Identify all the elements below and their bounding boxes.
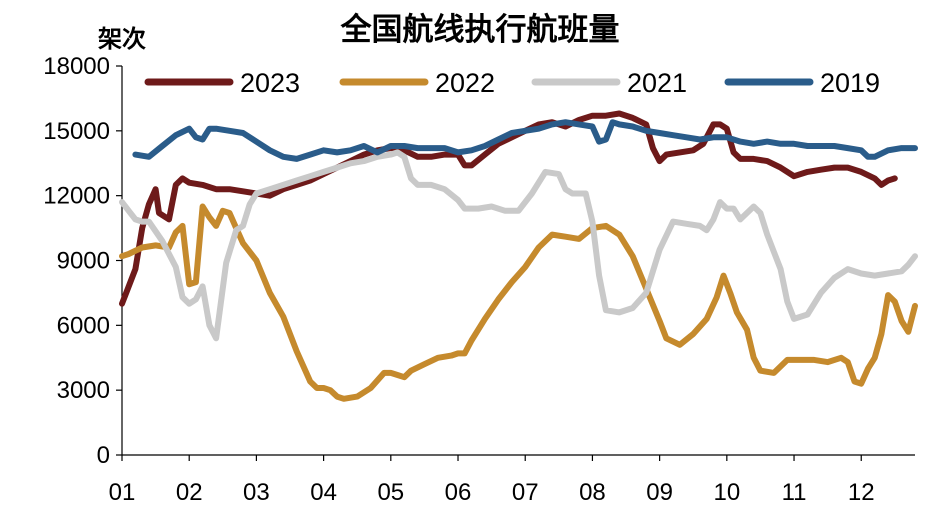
legend: 2023 2022 2021 2019 — [144, 68, 880, 98]
x-tick-label: 10 — [713, 479, 740, 506]
x-tick-label: 01 — [109, 479, 136, 506]
series-line-2022 — [119, 203, 918, 402]
x-tick-label: 09 — [646, 479, 673, 506]
y-axis: 0 3000 6000 9000 12000 15000 18000 — [43, 53, 123, 469]
x-axis: 01 02 03 04 05 06 07 08 09 10 11 12 — [109, 454, 915, 506]
x-tick-label: 05 — [377, 479, 404, 506]
y-tick-label: 0 — [97, 442, 110, 469]
series-line-2023 — [119, 110, 898, 307]
y-tick-label: 12000 — [43, 183, 110, 210]
legend-label-2022: 2022 — [435, 68, 495, 98]
series-line-2019 — [132, 119, 918, 162]
y-axis-unit-label: 架次 — [98, 25, 146, 53]
plot-area — [119, 110, 918, 402]
x-tick-label: 06 — [445, 479, 472, 506]
x-tick-label: 02 — [176, 479, 203, 506]
x-tick-label: 12 — [848, 479, 875, 506]
x-tick-label: 04 — [310, 479, 337, 506]
y-tick-label: 6000 — [57, 312, 110, 339]
series-line-2021 — [119, 149, 918, 342]
legend-label-2021: 2021 — [627, 68, 687, 98]
legend-label-2023: 2023 — [240, 68, 300, 98]
legend-label-2019: 2019 — [820, 68, 880, 98]
x-tick-label: 03 — [243, 479, 270, 506]
y-tick-label: 3000 — [57, 377, 110, 404]
x-tick-label: 11 — [782, 479, 807, 506]
x-tick-label: 08 — [579, 479, 606, 506]
y-tick-label: 9000 — [57, 248, 110, 275]
y-tick-label: 15000 — [43, 118, 110, 145]
chart-title: 全国航线执行航班量 — [340, 12, 620, 48]
y-tick-label: 18000 — [43, 53, 110, 80]
x-tick-label: 07 — [512, 479, 539, 506]
